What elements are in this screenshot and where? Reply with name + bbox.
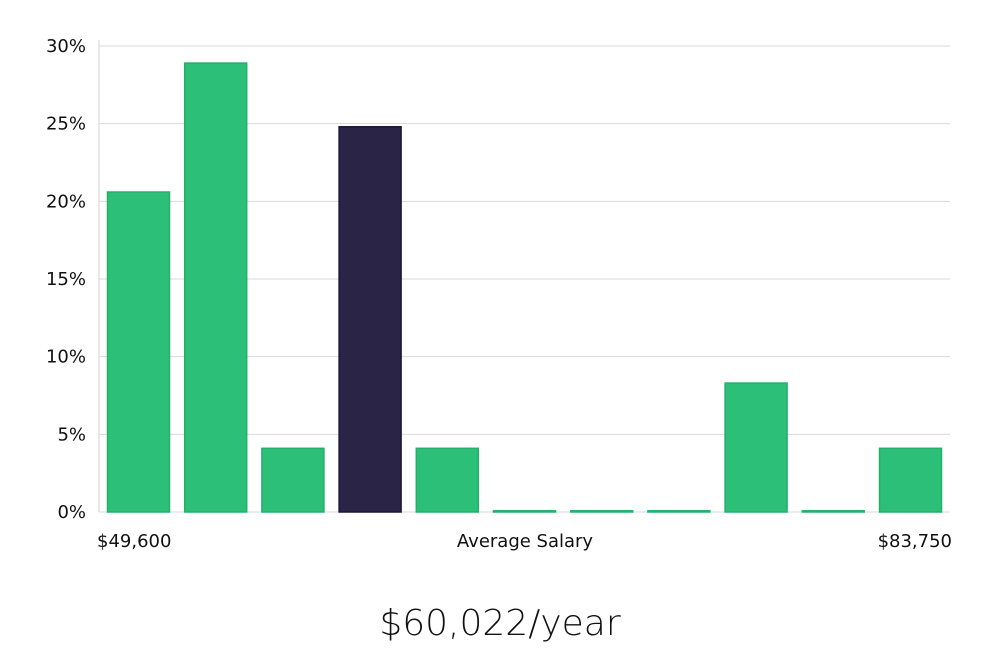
y-tick-label: 20% <box>46 191 86 212</box>
bar <box>878 447 943 513</box>
x-axis-title: Average Salary <box>457 531 594 552</box>
x-max-label: $83,750 <box>878 531 952 552</box>
bar <box>183 62 248 513</box>
y-tick-label: 0% <box>57 502 86 523</box>
bar <box>106 191 171 513</box>
bar <box>724 382 788 513</box>
bar <box>492 510 557 513</box>
average-salary-value: $60,022/year <box>379 603 621 644</box>
bar-highlighted <box>338 126 402 513</box>
x-min-label: $49,600 <box>97 531 171 552</box>
y-tick-label: 10% <box>46 347 86 368</box>
y-tick-label: 30% <box>46 36 86 57</box>
bar <box>415 447 480 513</box>
bars <box>106 62 943 513</box>
bar <box>801 510 866 513</box>
bar <box>569 510 634 513</box>
bar <box>647 510 711 513</box>
y-tick-label: 25% <box>46 114 86 135</box>
y-tick-label: 5% <box>57 424 86 445</box>
bar <box>261 447 325 513</box>
y-tick-label: 15% <box>46 269 86 290</box>
y-axis: 0% 5% 10% 15% 20% 25% 30% <box>46 36 86 523</box>
